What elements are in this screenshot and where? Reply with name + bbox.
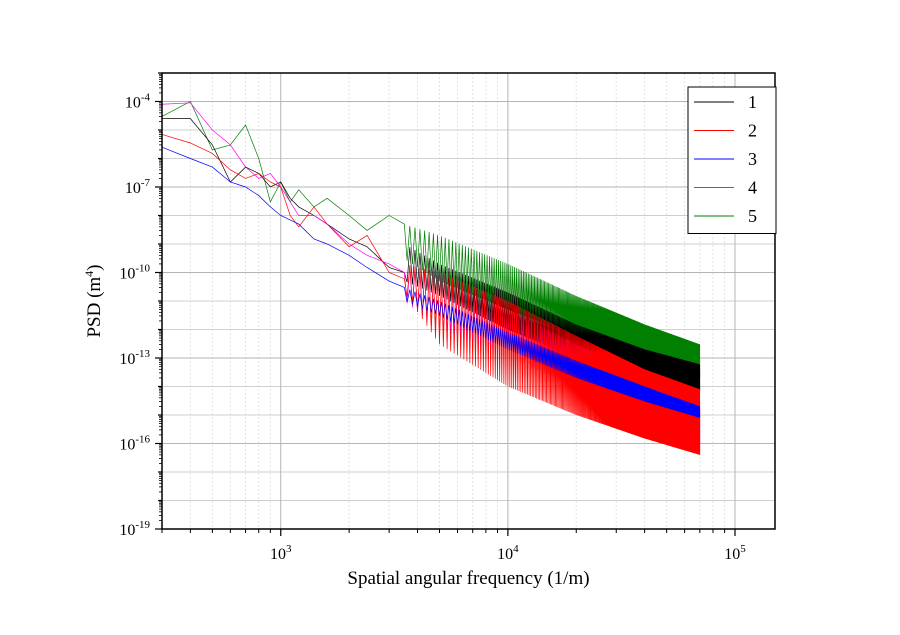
y-axis-title: PSD (m4) <box>82 264 105 337</box>
legend-label-1: 1 <box>748 92 757 112</box>
y-axis-title-base: PSD (m <box>84 277 105 338</box>
y-axis-title-exponent: 4 <box>82 271 96 277</box>
x-axis-title: Spatial angular frequency (1/m) <box>347 568 589 589</box>
legend-label-5: 5 <box>748 206 757 226</box>
legend-label-3: 3 <box>748 149 757 169</box>
series-line-1 <box>162 118 701 391</box>
minor-gridlines <box>161 72 775 529</box>
legend-label-4: 4 <box>748 178 757 198</box>
y-tick-label: 10-7 <box>125 177 151 197</box>
series-line-2 <box>161 134 701 455</box>
axis-ticks <box>155 72 736 536</box>
series-line-5 <box>161 101 701 378</box>
x-tick-label: 105 <box>724 543 746 563</box>
legend-label-2: 2 <box>748 121 757 141</box>
legend-box <box>687 86 777 234</box>
x-tick-label: 103 <box>270 543 292 563</box>
x-tick-label: 104 <box>497 543 519 563</box>
y-tick-label: 10-4 <box>125 92 151 112</box>
legend: 1 2 3 4 5 <box>687 86 777 234</box>
y-tick-labels: 10-4 10-7 10-10 10-13 10-16 10-19 <box>119 92 150 540</box>
y-axis-title-suffix: ) <box>84 264 105 270</box>
series-line-3 <box>161 146 701 418</box>
y-tick-label: 10-19 <box>119 519 150 539</box>
y-tick-label: 10-13 <box>119 348 150 368</box>
y-tick-label: 10-16 <box>119 434 150 454</box>
x-tick-labels: 103 104 105 <box>270 543 746 563</box>
y-tick-label: 10-10 <box>119 263 150 283</box>
series-layer <box>161 101 701 455</box>
